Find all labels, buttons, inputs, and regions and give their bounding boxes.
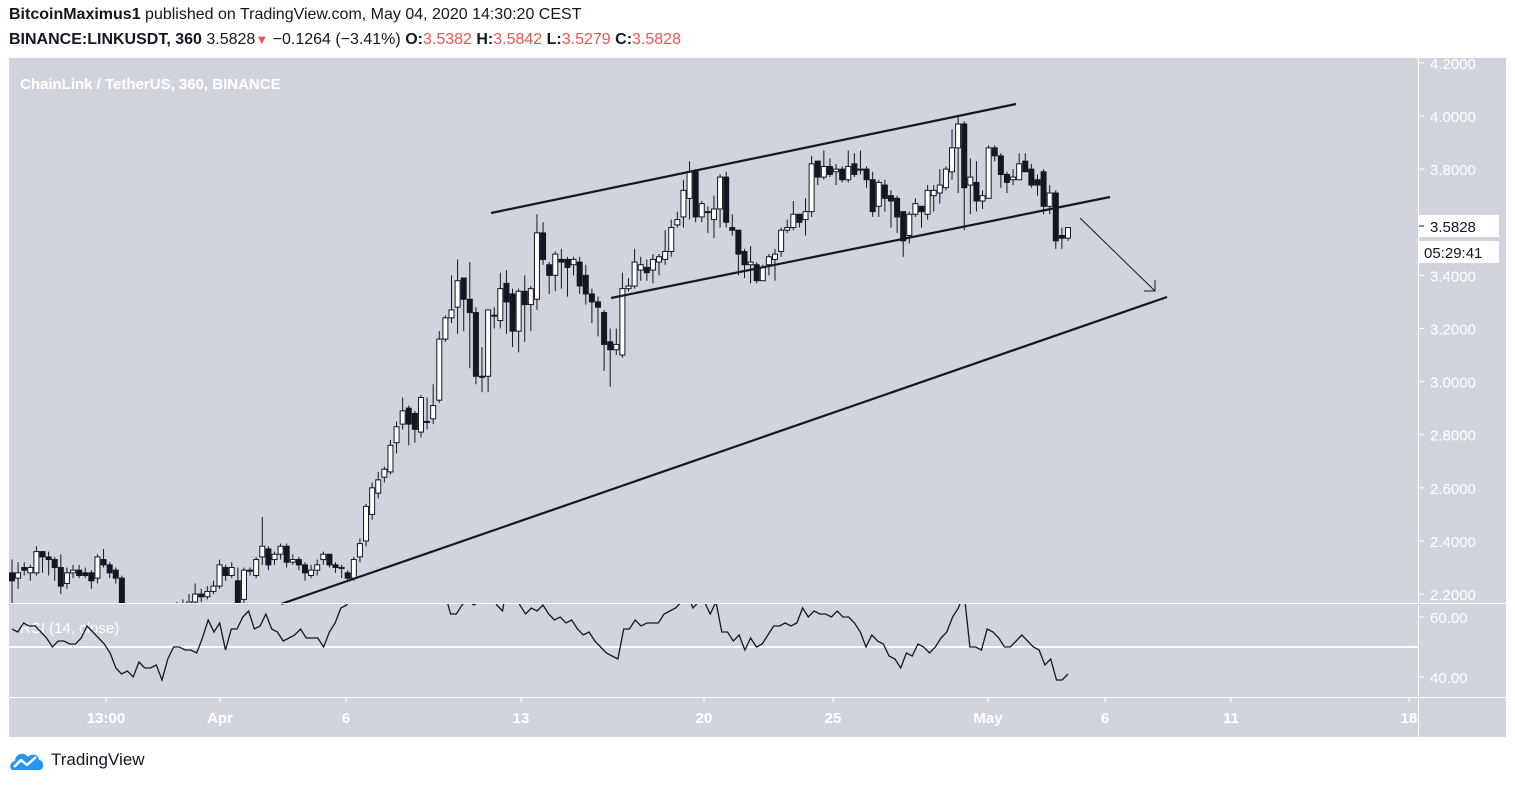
svg-text:2.6000: 2.6000 [1430, 481, 1476, 498]
rsi-axis-ticks: 60.00 40.00 [1419, 610, 1468, 687]
symbol-name: BINANCE:LINKUSDT, 360 [9, 31, 202, 48]
price-pane[interactable] [9, 58, 1418, 603]
svg-text:18: 18 [1401, 710, 1418, 727]
close-label: C: [615, 31, 633, 48]
candlestick-series [9, 116, 1071, 603]
svg-text:2.4000: 2.4000 [1430, 534, 1476, 551]
svg-text:13: 13 [513, 710, 530, 727]
channel-upper[interactable] [490, 102, 1017, 215]
svg-text:3.4000: 3.4000 [1430, 268, 1476, 285]
price-axis-ticks: 4.2000 4.0000 3.8000 3.4000 3.2000 3.0000 2.80… [1419, 56, 1476, 604]
drawings[interactable] [280, 102, 1168, 604]
last-price: 3.5828 [206, 31, 256, 48]
channel-lower[interactable] [610, 195, 1111, 300]
open-value: 3.5382 [422, 31, 472, 48]
svg-text:May: May [973, 710, 1003, 727]
long-term-support[interactable] [280, 295, 1168, 604]
svg-text:40.00: 40.00 [1430, 670, 1468, 687]
svg-text:4.0000: 4.0000 [1430, 109, 1476, 126]
svg-text:6: 6 [1101, 710, 1109, 727]
rsi-line [11, 604, 1069, 683]
down-triangle-icon: ▼ [255, 32, 269, 47]
svg-text:2.8000: 2.8000 [1430, 428, 1476, 445]
tradingview-logo[interactable]: TradingView [9, 748, 145, 772]
svg-text:3.0000: 3.0000 [1430, 375, 1476, 392]
svg-text:20: 20 [696, 710, 713, 727]
svg-text:3.8000: 3.8000 [1430, 162, 1476, 179]
time-axis[interactable] [9, 698, 1418, 737]
low-value: 3.5279 [561, 31, 611, 48]
time-axis-ticks: 13:00 Apr 6 13 20 25 May 6 11 18 [87, 698, 1418, 727]
low-label: L: [546, 31, 562, 48]
svg-text:11: 11 [1223, 710, 1239, 727]
symbol-legend: BINANCE:LINKUSDT, 360 3.5828▼ −0.1264 (−… [9, 31, 681, 49]
svg-text:6: 6 [342, 710, 350, 727]
arrow-head-icon [1144, 280, 1156, 292]
countdown-label: 05:29:41 [1419, 241, 1499, 263]
price-change: −0.1264 (−3.41%) [272, 31, 401, 48]
chart-title: ChainLink / TetherUS, 360, BINANCE [20, 76, 281, 93]
rsi-pane[interactable] [9, 604, 1418, 697]
last-price-value: 3.5828 [1430, 219, 1476, 236]
svg-text:13:00: 13:00 [87, 710, 125, 727]
svg-text:25: 25 [825, 710, 842, 727]
brand-name: TradingView [51, 750, 145, 769]
svg-text:2.2000: 2.2000 [1430, 587, 1476, 604]
axis-corner [1419, 698, 1506, 737]
svg-text:3.2000: 3.2000 [1430, 321, 1476, 338]
open-label: O: [405, 31, 423, 48]
high-label: H: [476, 31, 494, 48]
rsi-title: RSI (14, close) [20, 620, 119, 637]
svg-text:60.00: 60.00 [1430, 610, 1468, 627]
publisher-line: BitcoinMaximus1 published on TradingView… [9, 6, 581, 24]
tradingview-cloud-icon [10, 753, 44, 770]
rsi-axis[interactable] [1419, 604, 1506, 697]
close-value: 3.5828 [632, 31, 681, 48]
last-price-label: 3.5828 [1419, 215, 1499, 237]
author-name[interactable]: BitcoinMaximus1 [9, 6, 141, 23]
published-text: published on TradingView.com, May 04, 20… [140, 6, 582, 23]
price-axis[interactable] [1419, 58, 1506, 603]
svg-text:4.2000: 4.2000 [1430, 56, 1476, 73]
svg-text:Apr: Apr [207, 710, 233, 727]
countdown-value: 05:29:41 [1424, 245, 1482, 262]
projection-arrow[interactable] [1079, 217, 1156, 292]
high-value: 3.5842 [493, 31, 543, 48]
